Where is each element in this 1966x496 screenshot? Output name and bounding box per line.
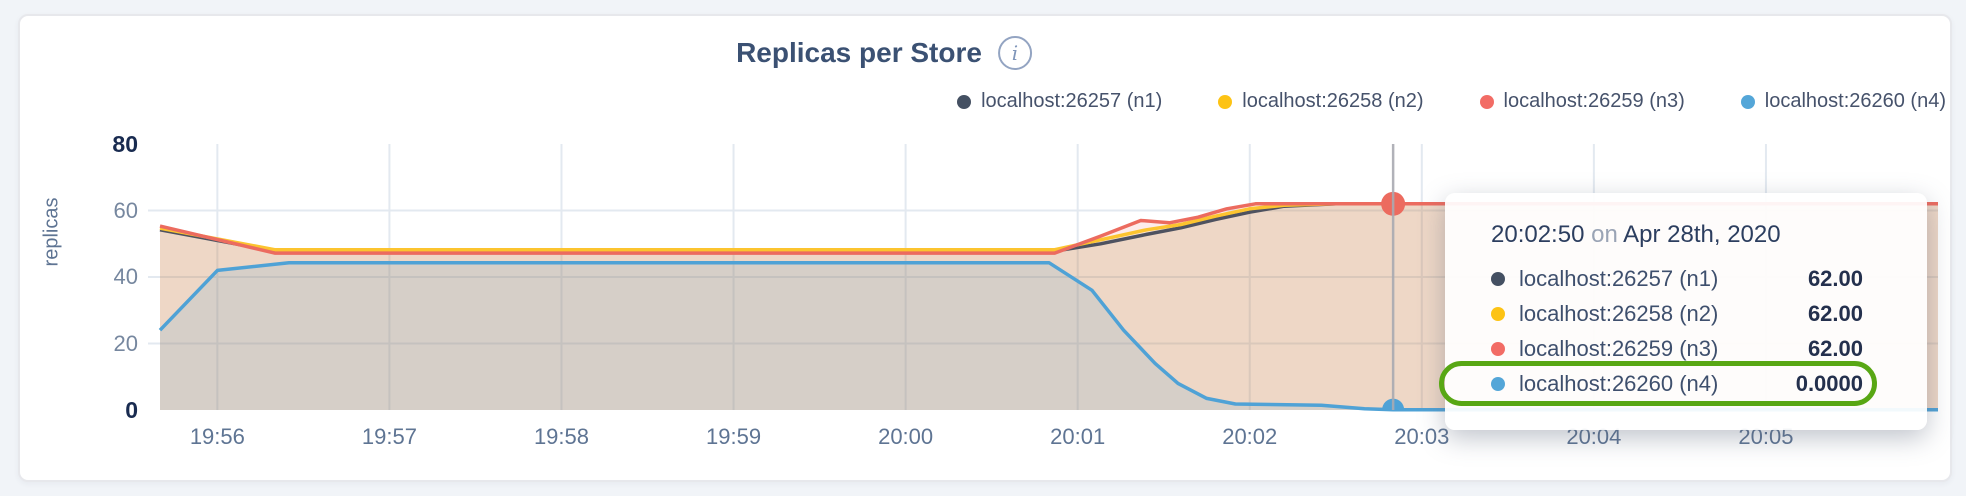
legend-item-n4[interactable]: localhost:26260 (n4) xyxy=(1740,90,1946,113)
legend-label: localhost:26258 (n2) xyxy=(1242,90,1424,112)
tooltip-on-word: on xyxy=(1591,221,1618,248)
tooltip-row-dot-n2 xyxy=(1491,306,1505,321)
info-icon[interactable]: i xyxy=(997,36,1032,70)
legend-dot-n2 xyxy=(1218,94,1233,109)
legend-label: localhost:26257 (n1) xyxy=(981,90,1163,112)
y-axis-tick: 20 xyxy=(113,330,138,356)
legend-label: localhost:26260 (n4) xyxy=(1764,90,1946,112)
tooltip-row-dot-n4 xyxy=(1491,376,1505,391)
x-axis-tick: 19:57 xyxy=(361,424,417,449)
y-axis-tick: 40 xyxy=(113,264,138,289)
chart-title: Replicas per Store xyxy=(736,37,982,68)
x-axis-tick: 20:03 xyxy=(1394,424,1450,449)
tooltip-row: localhost:26257 (n1) 62.00 xyxy=(1491,261,1863,296)
legend: localhost:26257 (n1) localhost:26258 (n2)… xyxy=(957,90,1946,113)
tooltip-row-dot-n1 xyxy=(1491,271,1505,286)
tooltip-row-label: localhost:26259 (n3) xyxy=(1519,335,1719,361)
tooltip-row-label: localhost:26257 (n1) xyxy=(1519,265,1719,291)
tooltip-row-label: localhost:26260 (n4) xyxy=(1519,370,1719,396)
legend-dot-n1 xyxy=(957,94,972,109)
legend-item-n3[interactable]: localhost:26259 (n3) xyxy=(1479,90,1685,113)
legend-dot-n4 xyxy=(1740,94,1755,109)
tooltip-timestamp: 20:02:50 on Apr 28th, 2020 xyxy=(1491,221,1927,249)
x-axis-tick: 20:01 xyxy=(1050,424,1106,449)
x-axis-tick: 20:00 xyxy=(878,424,934,449)
legend-label: localhost:26259 (n3) xyxy=(1503,90,1685,112)
chart-tooltip: 20:02:50 on Apr 28th, 2020 localhost:262… xyxy=(1439,193,1927,430)
y-axis-tick: 60 xyxy=(113,197,138,223)
tooltip-time: 20:02:50 xyxy=(1491,221,1585,248)
tooltip-row: localhost:26260 (n4) 0.0000 xyxy=(1439,361,1877,406)
tooltip-row-value: 0.0000 xyxy=(1795,370,1863,396)
y-axis-tick: 0 xyxy=(125,397,138,423)
legend-item-n1[interactable]: localhost:26257 (n1) xyxy=(957,90,1162,113)
series-area-n4 xyxy=(160,262,1938,410)
tooltip-row-dot-n3 xyxy=(1491,341,1505,356)
tooltip-rows: localhost:26257 (n1) 62.00 localhost:26258… xyxy=(1439,261,1927,406)
series-line-n4 xyxy=(158,260,1938,412)
chart-title-row: Replicas per Store i xyxy=(736,36,1032,70)
y-axis-tick: 80 xyxy=(112,131,138,157)
x-axis-tick: 19:58 xyxy=(533,424,589,449)
tooltip-row-value: 62.00 xyxy=(1807,335,1863,361)
tooltip-row-value: 62.00 xyxy=(1807,265,1863,291)
tooltip-row-label: localhost:26258 (n2) xyxy=(1519,300,1719,326)
tooltip-date: Apr 28th, 2020 xyxy=(1623,221,1781,248)
series-line-n3 xyxy=(159,202,1938,255)
x-axis-tick: 19:56 xyxy=(189,424,245,449)
legend-dot-n3 xyxy=(1479,94,1494,109)
x-axis-tick: 19:59 xyxy=(706,424,762,449)
tooltip-row-value: 62.00 xyxy=(1807,300,1863,326)
x-axis-tick: 20:02 xyxy=(1222,424,1278,449)
legend-item-n2[interactable]: localhost:26258 (n2) xyxy=(1218,90,1424,113)
tooltip-row: localhost:26258 (n2) 62.00 xyxy=(1491,296,1863,331)
tooltip-row: localhost:26259 (n3) 62.00 xyxy=(1491,331,1863,366)
